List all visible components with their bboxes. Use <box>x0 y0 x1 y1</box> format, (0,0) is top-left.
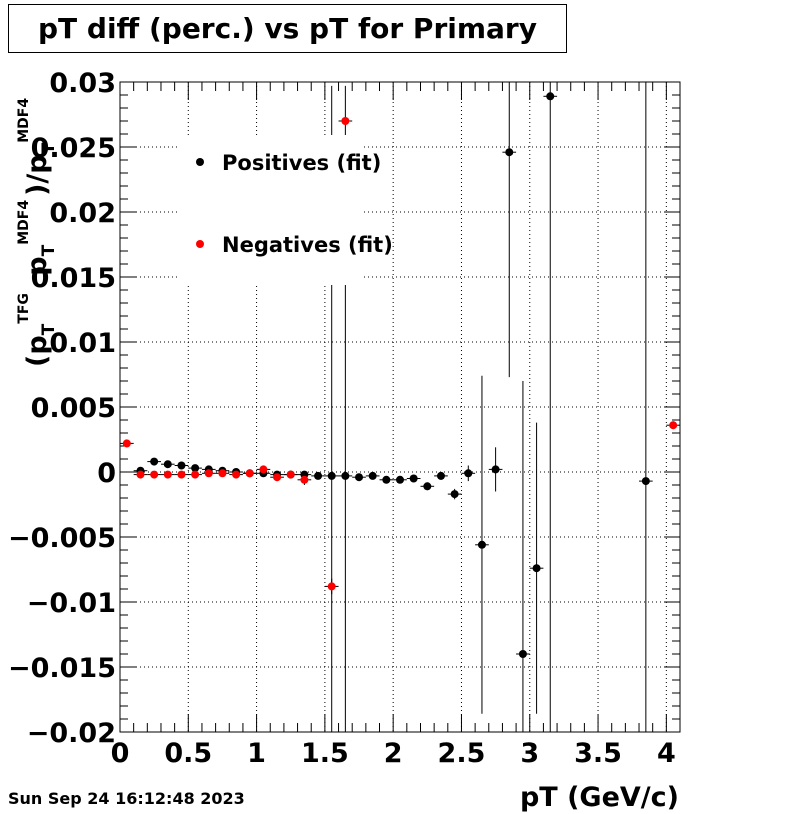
data-point <box>204 469 213 478</box>
y-tick-labels: −0.02 −0.015 −0.01 −0.005 0 0.005 0.01 0.015 0.0… <box>8 68 116 749</box>
data-point <box>382 475 391 484</box>
y-tick-label: 0.005 <box>31 393 116 424</box>
data-point <box>150 457 159 466</box>
x-tick-label: 1 <box>247 738 266 769</box>
x-tick-label: 3.5 <box>574 738 622 769</box>
data-point <box>669 421 678 430</box>
data-point <box>355 473 364 482</box>
legend-label-negatives: Negatives (fit) <box>222 233 393 257</box>
data-point <box>314 471 323 480</box>
data-point <box>245 469 254 478</box>
y-tick-label: −0.01 <box>27 588 116 619</box>
x-tick-label: 2.5 <box>438 738 486 769</box>
data-point <box>327 582 336 591</box>
data-point <box>641 477 650 486</box>
data-point <box>191 464 200 473</box>
data-point <box>341 471 350 480</box>
data-point <box>327 471 336 480</box>
data-point <box>450 490 459 499</box>
legend-marker-positives <box>196 158 204 166</box>
y-tick-label: 0.03 <box>49 68 116 99</box>
data-point <box>232 470 241 479</box>
x-axis-title: pT (GeV/c) <box>520 782 679 813</box>
x-tick-label: 0.5 <box>164 738 212 769</box>
y-tick-label: −0.015 <box>8 653 116 684</box>
y-tick-label: −0.005 <box>8 523 116 554</box>
x-tick-label: 1.5 <box>301 738 349 769</box>
data-point <box>122 439 131 448</box>
y-tick-label: 0.015 <box>31 263 116 294</box>
x-tick-label: 2 <box>384 738 403 769</box>
data-point <box>163 470 172 479</box>
data-point <box>409 474 418 483</box>
data-point <box>300 475 309 484</box>
data-point <box>436 471 445 480</box>
data-point <box>150 470 159 479</box>
data-point <box>259 465 268 474</box>
series-negatives <box>120 117 680 595</box>
data-point <box>464 469 473 478</box>
legend: Positives (fit) Negatives (fit) <box>178 135 393 285</box>
data-point <box>368 471 377 480</box>
legend-label-positives: Positives (fit) <box>222 151 381 175</box>
data-point <box>286 470 295 479</box>
y-tick-label: −0.02 <box>27 718 116 749</box>
data-point <box>423 482 432 491</box>
data-point <box>396 475 404 484</box>
data-point <box>163 460 172 469</box>
data-point <box>218 469 227 478</box>
data-point <box>532 564 541 573</box>
data-point <box>341 117 350 125</box>
data-point <box>177 461 186 470</box>
chart-title: pT diff (perc.) vs pT for Primary <box>8 4 567 53</box>
data-point <box>546 92 555 101</box>
data-point <box>136 470 145 479</box>
legend-box <box>178 135 363 285</box>
data-point <box>491 465 500 474</box>
y-tick-label: 0.025 <box>31 133 116 164</box>
data-point <box>191 470 200 479</box>
data-point <box>518 650 527 658</box>
x-tick-label: 3 <box>520 738 539 769</box>
x-tick-label: 0 <box>111 738 130 769</box>
data-point <box>273 473 282 482</box>
axis-ticks <box>119 81 680 733</box>
x-tick-labels: 0 0.5 1 1.5 2 2.5 3 3.5 4 <box>111 738 676 769</box>
y-tick-label: 0.01 <box>49 328 116 359</box>
x-tick-label: 4 <box>657 738 676 769</box>
data-point <box>477 540 486 549</box>
legend-marker-negatives <box>196 240 204 248</box>
y-tick-label: 0 <box>97 458 116 489</box>
timestamp: Sun Sep 24 16:12:48 2023 <box>8 789 245 808</box>
data-point <box>177 470 186 479</box>
data-point <box>505 148 514 157</box>
y-tick-label: 0.02 <box>49 198 116 229</box>
